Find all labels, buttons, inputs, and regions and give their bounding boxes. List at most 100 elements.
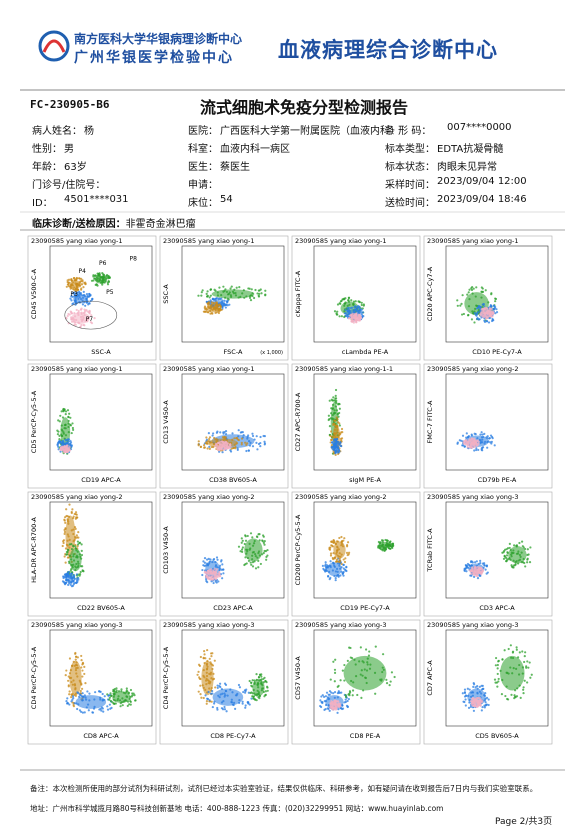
event-dot: [225, 710, 228, 713]
event-dot: [70, 311, 73, 314]
field-value: 2023/09/04 12:00: [437, 176, 527, 187]
event-dot: [251, 536, 254, 539]
event-dot: [487, 698, 490, 701]
population: [252, 678, 265, 697]
event-dot: [346, 541, 350, 544]
event-dot: [209, 692, 213, 695]
event-dot: [59, 414, 62, 417]
event-dot: [229, 449, 232, 452]
event-dot: [230, 447, 233, 450]
event-dot: [91, 711, 95, 714]
y-axis-label: CD200 PerCP-Cy5-5-A: [294, 514, 302, 585]
event-dot: [347, 313, 350, 316]
event-dot: [459, 304, 462, 307]
event-dot: [61, 439, 64, 443]
event-dot: [65, 550, 68, 554]
event-dot: [324, 569, 328, 572]
event-dot: [485, 317, 488, 320]
field-value: 男: [64, 144, 74, 155]
event-dot: [218, 571, 221, 574]
event-dot: [360, 301, 363, 304]
event-dot: [68, 412, 71, 415]
event-dot: [70, 511, 73, 515]
event-dot: [243, 563, 246, 567]
panel-title: 23090585 yang xiao yong-1-1: [295, 365, 393, 373]
event-dot: [470, 318, 474, 321]
event-dot: [84, 304, 87, 307]
event-dot: [80, 323, 83, 327]
population: [500, 655, 525, 691]
event-dot: [479, 574, 482, 577]
event-dot: [250, 288, 253, 291]
event-dot: [197, 444, 200, 447]
event-dot: [76, 545, 79, 548]
event-dot: [92, 274, 95, 277]
event-dot: [79, 689, 82, 693]
event-dot: [62, 410, 65, 413]
event-dot: [69, 583, 72, 586]
event-dot: [514, 564, 517, 567]
event-dot: [483, 432, 486, 435]
event-dot: [359, 646, 362, 649]
event-dot: [338, 702, 341, 705]
y-axis-label: HLA-DR APC-R700-A: [30, 517, 38, 583]
event-dot: [202, 564, 205, 567]
event-dot: [485, 565, 488, 568]
field-label: 标本类型：: [385, 144, 435, 155]
event-dot: [62, 581, 66, 584]
event-dot: [347, 296, 351, 299]
event-dot: [212, 301, 215, 305]
event-dot: [522, 691, 525, 695]
event-dot: [391, 543, 394, 546]
event-dot: [361, 311, 365, 314]
event-dot: [64, 561, 67, 564]
event-dot: [484, 568, 487, 571]
event-dot: [364, 648, 368, 651]
event-dot: [214, 297, 218, 301]
event-dot: [250, 681, 253, 684]
event-dot: [62, 539, 66, 542]
event-dot: [526, 557, 529, 560]
event-dot: [333, 556, 336, 559]
event-dot: [77, 277, 81, 280]
event-dot: [108, 696, 111, 699]
event-dot: [228, 303, 231, 306]
event-dot: [486, 435, 489, 438]
event-dot: [223, 441, 227, 444]
event-dot: [385, 678, 388, 681]
event-dot: [237, 683, 241, 687]
y-axis-label: SSC-A: [162, 284, 170, 304]
panel-title: 23090585 yang xiao yong-2: [31, 493, 123, 501]
event-dot: [339, 442, 342, 445]
y-axis-label: CD4 PerCP-Cy5-5-A: [30, 646, 38, 709]
event-dot: [521, 650, 524, 653]
field-label: 条 形 码：: [385, 126, 432, 137]
x-axis-label: CD79b PE-A: [478, 476, 517, 484]
footer-note: 备注：本次检测所使用的部分试剂为科研试剂，试剂已经过本实验室验证，结果仅供临床、…: [30, 784, 538, 793]
event-dot: [323, 568, 326, 572]
event-dot: [219, 298, 222, 301]
event-dot: [210, 700, 213, 703]
event-dot: [359, 316, 362, 319]
event-dot: [389, 680, 392, 683]
event-dot: [336, 303, 340, 306]
event-dot: [106, 283, 110, 286]
event-dot: [340, 427, 344, 431]
event-dot: [205, 436, 208, 439]
event-dot: [81, 669, 84, 672]
event-dot: [213, 567, 216, 570]
event-dot: [511, 650, 515, 653]
event-dot: [354, 300, 357, 303]
event-dot: [205, 702, 208, 705]
event-dot: [226, 442, 230, 445]
event-dot: [328, 578, 331, 581]
event-dot: [477, 442, 480, 445]
event-dot: [522, 688, 525, 691]
event-dot: [494, 305, 497, 309]
event-dot: [333, 668, 337, 671]
event-dot: [130, 695, 133, 698]
field-value: 2023/09/04 18:46: [437, 194, 527, 205]
event-dot: [331, 435, 334, 438]
event-dot: [73, 293, 76, 296]
event-dot: [82, 290, 85, 293]
